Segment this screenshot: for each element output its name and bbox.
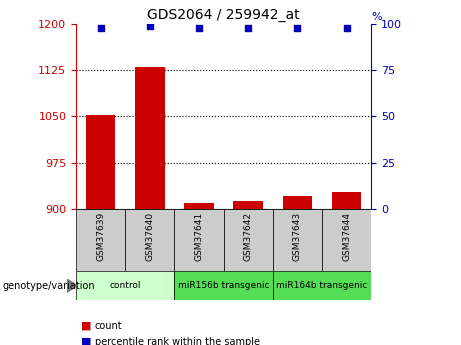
Bar bbox=[76, 271, 174, 300]
Text: count: count bbox=[95, 321, 122, 331]
Text: %: % bbox=[371, 12, 382, 22]
Point bbox=[195, 25, 203, 31]
Bar bbox=[322, 209, 371, 271]
Bar bbox=[233, 201, 263, 209]
Text: GSM37643: GSM37643 bbox=[293, 212, 302, 261]
Text: control: control bbox=[110, 281, 141, 290]
Point bbox=[294, 25, 301, 31]
Bar bbox=[174, 209, 224, 271]
Polygon shape bbox=[67, 279, 77, 293]
Text: ■: ■ bbox=[81, 321, 91, 331]
Text: miR156b transgenic: miR156b transgenic bbox=[178, 281, 269, 290]
Text: GSM37641: GSM37641 bbox=[195, 212, 203, 261]
Text: GSM37640: GSM37640 bbox=[145, 212, 154, 261]
Bar bbox=[86, 115, 115, 209]
Bar bbox=[76, 209, 125, 271]
Text: GSM37639: GSM37639 bbox=[96, 212, 105, 261]
Text: ■: ■ bbox=[81, 337, 91, 345]
Point bbox=[343, 25, 350, 31]
Bar bbox=[273, 209, 322, 271]
Point bbox=[244, 25, 252, 31]
Bar bbox=[224, 209, 273, 271]
Bar bbox=[184, 203, 214, 209]
Text: GSM37644: GSM37644 bbox=[342, 212, 351, 261]
Text: GSM37642: GSM37642 bbox=[244, 212, 253, 261]
Bar bbox=[125, 209, 174, 271]
Bar bbox=[273, 271, 371, 300]
Bar bbox=[174, 271, 273, 300]
Text: miR164b transgenic: miR164b transgenic bbox=[276, 281, 367, 290]
Text: genotype/variation: genotype/variation bbox=[2, 281, 95, 290]
Text: percentile rank within the sample: percentile rank within the sample bbox=[95, 337, 260, 345]
Title: GDS2064 / 259942_at: GDS2064 / 259942_at bbox=[147, 8, 300, 22]
Point bbox=[97, 25, 104, 31]
Bar bbox=[332, 192, 361, 209]
Point bbox=[146, 23, 154, 29]
Bar bbox=[283, 196, 312, 209]
Bar bbox=[135, 67, 165, 209]
